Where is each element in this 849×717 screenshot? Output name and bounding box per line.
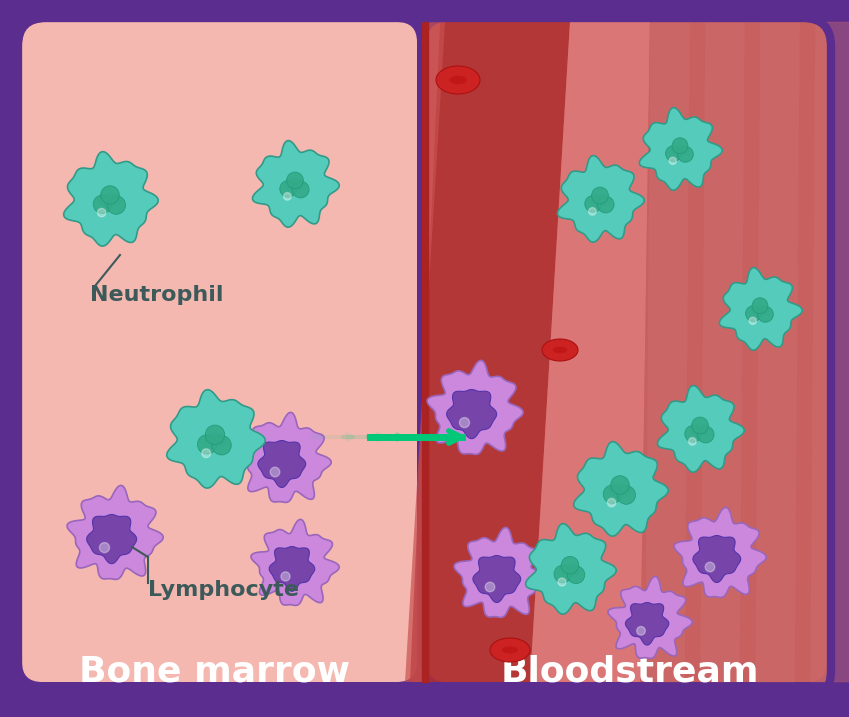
Polygon shape	[640, 22, 827, 682]
Ellipse shape	[553, 347, 567, 353]
FancyBboxPatch shape	[427, 22, 827, 682]
Circle shape	[198, 435, 216, 454]
Polygon shape	[645, 22, 690, 682]
Circle shape	[607, 498, 616, 507]
Circle shape	[588, 208, 596, 215]
Text: Lymphocyte: Lymphocyte	[148, 580, 299, 600]
Ellipse shape	[589, 194, 610, 206]
Polygon shape	[719, 267, 802, 350]
Ellipse shape	[670, 143, 690, 156]
Ellipse shape	[284, 179, 306, 191]
Polygon shape	[639, 108, 722, 190]
Circle shape	[292, 181, 309, 198]
Polygon shape	[251, 519, 340, 605]
Circle shape	[669, 157, 677, 164]
Ellipse shape	[559, 563, 581, 577]
Circle shape	[558, 578, 566, 586]
Polygon shape	[410, 22, 570, 682]
Ellipse shape	[542, 339, 578, 361]
Circle shape	[585, 196, 602, 212]
Circle shape	[107, 196, 126, 214]
Ellipse shape	[98, 193, 121, 207]
Polygon shape	[526, 523, 616, 614]
Text: Neutrophil: Neutrophil	[90, 285, 223, 305]
Polygon shape	[405, 22, 445, 682]
Circle shape	[592, 187, 609, 204]
Text: Bloodstream: Bloodstream	[501, 655, 759, 689]
FancyBboxPatch shape	[18, 18, 831, 699]
Polygon shape	[558, 156, 644, 242]
Polygon shape	[447, 389, 497, 439]
Circle shape	[685, 425, 701, 442]
Polygon shape	[427, 361, 523, 455]
Circle shape	[270, 467, 280, 477]
Text: Bone marrow: Bone marrow	[80, 655, 351, 689]
Circle shape	[678, 146, 694, 162]
Polygon shape	[64, 152, 158, 246]
Circle shape	[672, 138, 688, 153]
Polygon shape	[755, 22, 800, 682]
Bar	[422, 22, 428, 682]
Circle shape	[205, 425, 225, 445]
Polygon shape	[810, 22, 849, 682]
Polygon shape	[700, 22, 745, 682]
Circle shape	[567, 566, 585, 584]
Polygon shape	[693, 536, 740, 582]
Circle shape	[617, 486, 636, 504]
Circle shape	[745, 305, 762, 321]
Circle shape	[98, 209, 106, 217]
Polygon shape	[87, 515, 137, 564]
Circle shape	[99, 543, 110, 553]
Bar	[18, 630, 831, 665]
Polygon shape	[608, 576, 692, 658]
Ellipse shape	[502, 647, 518, 654]
Circle shape	[561, 556, 579, 574]
Polygon shape	[574, 442, 668, 536]
Circle shape	[202, 449, 211, 457]
Ellipse shape	[449, 76, 467, 84]
Circle shape	[284, 193, 291, 200]
FancyBboxPatch shape	[18, 630, 831, 699]
Polygon shape	[626, 602, 669, 645]
Circle shape	[637, 627, 645, 635]
Circle shape	[459, 417, 469, 427]
Polygon shape	[454, 528, 546, 617]
Circle shape	[212, 436, 231, 455]
Circle shape	[93, 195, 112, 214]
Circle shape	[287, 172, 303, 189]
Circle shape	[706, 562, 715, 571]
Circle shape	[554, 565, 571, 583]
Ellipse shape	[490, 638, 530, 662]
Circle shape	[485, 582, 495, 592]
Polygon shape	[269, 546, 315, 592]
Polygon shape	[166, 390, 265, 488]
FancyBboxPatch shape	[22, 22, 417, 682]
Circle shape	[697, 426, 714, 443]
Circle shape	[281, 572, 290, 581]
Circle shape	[598, 196, 614, 213]
Circle shape	[603, 485, 621, 503]
Polygon shape	[657, 386, 745, 473]
Polygon shape	[473, 556, 520, 602]
Circle shape	[280, 181, 296, 197]
Polygon shape	[252, 141, 340, 227]
Circle shape	[749, 317, 756, 324]
Circle shape	[692, 417, 708, 434]
Ellipse shape	[689, 423, 711, 437]
Polygon shape	[239, 412, 331, 503]
Circle shape	[101, 186, 119, 204]
Circle shape	[689, 437, 696, 445]
Polygon shape	[67, 485, 163, 579]
Ellipse shape	[203, 432, 227, 447]
Ellipse shape	[436, 66, 480, 94]
Circle shape	[752, 298, 767, 313]
Ellipse shape	[751, 304, 770, 316]
Polygon shape	[530, 22, 650, 682]
Polygon shape	[258, 440, 306, 488]
Circle shape	[757, 306, 773, 322]
Ellipse shape	[609, 483, 632, 498]
Circle shape	[610, 475, 629, 494]
Polygon shape	[674, 508, 766, 597]
Circle shape	[666, 146, 682, 161]
